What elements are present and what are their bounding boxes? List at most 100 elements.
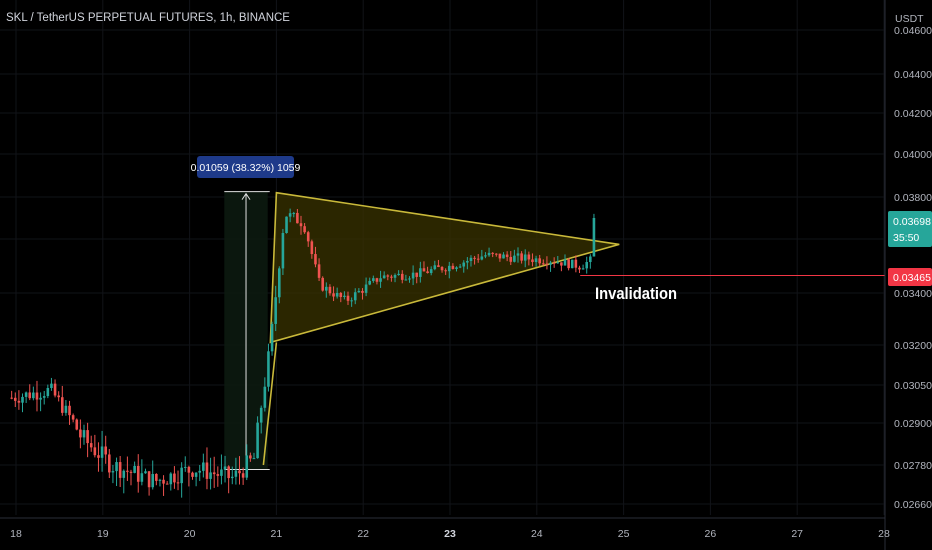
candle-body — [57, 395, 60, 398]
invalidation-label: Invalidation — [595, 284, 677, 303]
candle-body — [480, 256, 484, 260]
candle-body — [498, 253, 502, 259]
candle-body — [28, 392, 32, 399]
candle-body — [447, 265, 451, 272]
candle-body — [169, 473, 173, 485]
candle-body — [419, 268, 422, 277]
candle-body — [151, 473, 155, 488]
candle-body — [97, 455, 100, 458]
candle-body — [165, 483, 169, 485]
candle-body — [400, 273, 404, 280]
candle-body — [241, 473, 245, 478]
candle-body — [538, 258, 541, 264]
candle-body — [469, 257, 473, 261]
time-axis-tick-label: 25 — [618, 528, 630, 540]
candle-body — [429, 269, 433, 274]
candle-body — [274, 297, 277, 324]
candle-body — [411, 272, 415, 279]
candle-body — [270, 323, 274, 352]
measure-label-background — [197, 156, 294, 178]
candle-body — [509, 256, 513, 262]
candle-body — [531, 259, 534, 263]
candle-body — [343, 295, 346, 297]
candle-body — [64, 405, 68, 413]
candle-body — [444, 270, 447, 272]
candle-body — [292, 212, 296, 214]
price-axis-tick-label: 0.02660 — [894, 499, 932, 511]
candle-body — [71, 415, 75, 420]
candle-body — [523, 254, 527, 261]
price-axis-tick-label: 0.04200 — [894, 108, 932, 120]
current-price-value: 0.03698 — [893, 216, 931, 228]
measure-range-tool[interactable] — [224, 191, 278, 471]
candle-body — [10, 397, 13, 399]
candle-body — [173, 473, 176, 483]
invalidation-price-tag-background — [888, 268, 932, 286]
time-axis-tick-label: 20 — [184, 528, 196, 540]
candle-body — [13, 397, 17, 401]
candle-body — [60, 397, 64, 413]
candle-body — [230, 476, 234, 479]
time-axis-tick-label: 19 — [97, 528, 109, 540]
candle-body — [437, 265, 440, 267]
candle-body — [147, 471, 151, 488]
candle-body — [545, 263, 549, 265]
countdown-value: 35:50 — [893, 232, 919, 244]
candle-body — [245, 455, 249, 478]
candle-body — [183, 466, 187, 468]
candle-body — [585, 262, 589, 269]
price-axis-tick-label: 0.03400 — [894, 288, 932, 300]
candle-body — [129, 471, 133, 473]
candle-body — [317, 264, 321, 278]
candlestick-series — [10, 208, 596, 498]
candle-body — [592, 218, 596, 257]
candle-body — [473, 257, 476, 259]
candle-body — [68, 405, 71, 416]
candle-body — [574, 259, 578, 268]
candle-body — [53, 383, 57, 396]
candle-body — [220, 469, 223, 476]
currency-label: USDT — [895, 13, 924, 25]
candle-body — [32, 392, 35, 399]
time-axis-tick-label: 18 — [10, 528, 22, 540]
candle-body — [249, 455, 252, 459]
candle-body — [285, 216, 288, 234]
price-axis-tick-label: 0.03200 — [894, 340, 932, 352]
candle-body — [556, 262, 560, 264]
candle-body — [386, 275, 390, 277]
candle-body — [364, 284, 368, 293]
triangle-pattern-shape[interactable] — [269, 191, 620, 344]
candle-body — [202, 462, 205, 471]
candle-body — [513, 255, 516, 262]
candle-body — [209, 472, 212, 479]
candle-body — [303, 226, 306, 233]
candle-body — [476, 258, 480, 260]
chart-title: SKL / TetherUS PERPETUAL FUTURES, 1h, BI… — [6, 12, 290, 24]
candle-body — [126, 470, 129, 472]
candle-body — [194, 472, 198, 477]
current-price-tag-background — [888, 211, 932, 247]
candle-body — [198, 470, 202, 473]
candle-body — [314, 254, 317, 265]
candle-body — [155, 473, 158, 481]
candle-body — [205, 462, 209, 479]
candle-body — [502, 254, 505, 259]
candle-body — [527, 254, 531, 260]
candle-body — [484, 255, 487, 257]
triangle-pattern[interactable] — [269, 191, 620, 344]
candle-body — [86, 430, 89, 444]
invalidation-price-value: 0.03465 — [893, 272, 931, 284]
price-axis-tick-label: 0.02780 — [894, 460, 932, 472]
candle-body — [24, 392, 28, 397]
time-axis-tick-label: 28 — [878, 528, 890, 540]
candle-body — [335, 292, 339, 297]
candle-body — [361, 290, 364, 293]
candle-body — [390, 276, 393, 278]
candle-body — [21, 396, 24, 403]
price-axis[interactable]: 0.04600 0.04400 0.04200 0.04000 0.03800 0.036… — [884, 0, 932, 550]
time-axis[interactable]: 18 19 20 21 22 23 24 25 26 27 28 — [0, 517, 890, 540]
measure-label-box: 0.01059 (38.32%) 1059 — [191, 156, 301, 178]
candle-body — [494, 253, 498, 255]
candle-body — [191, 472, 194, 477]
